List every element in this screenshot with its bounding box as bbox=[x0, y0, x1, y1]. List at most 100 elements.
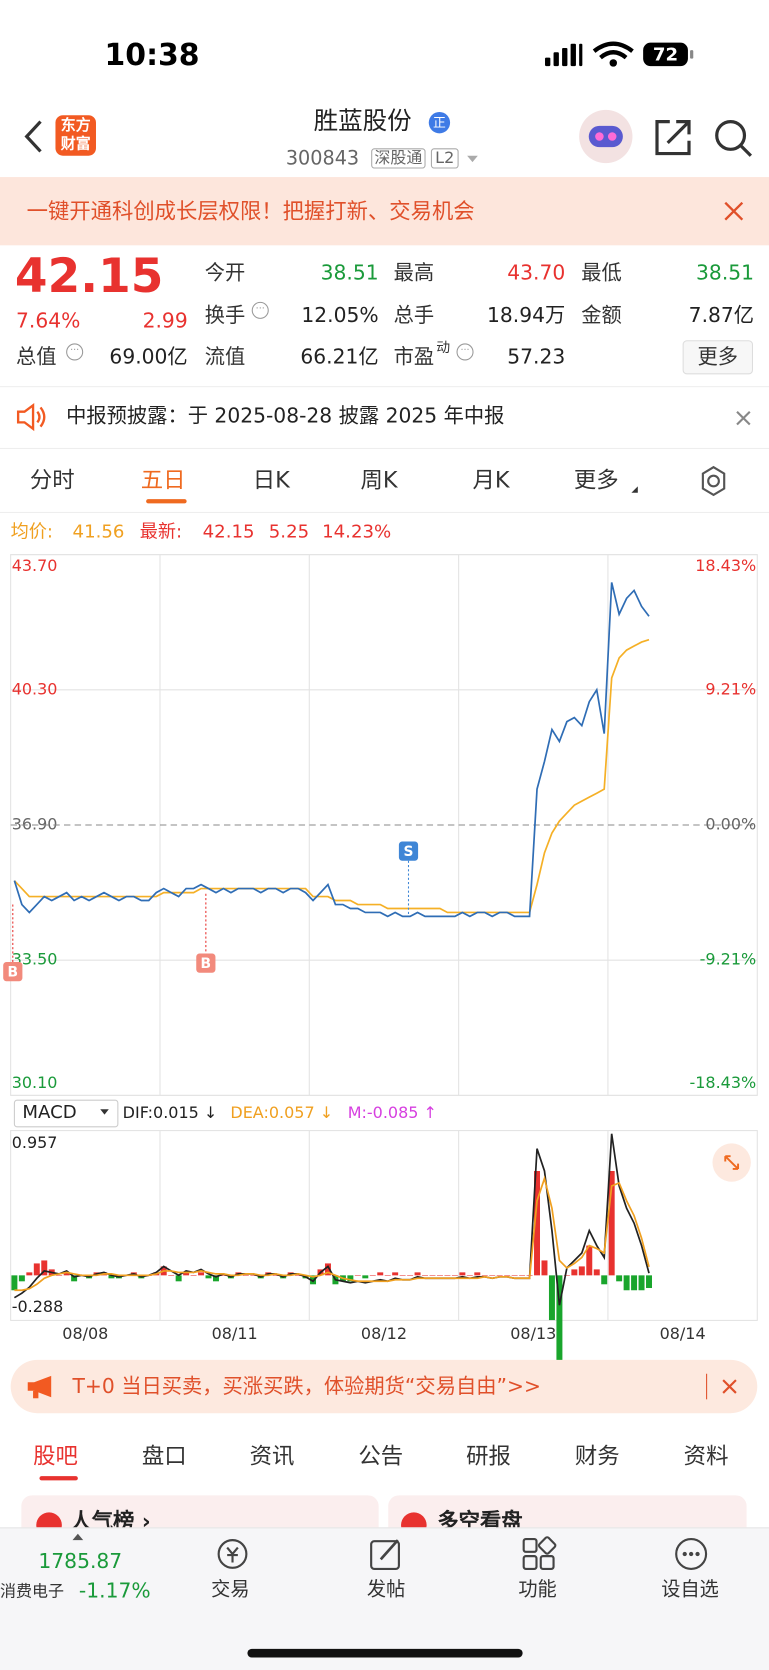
field-label: 最低 bbox=[581, 261, 622, 285]
macd-bar bbox=[324, 1263, 331, 1276]
tab[interactable]: 周K bbox=[360, 467, 398, 493]
ad-text[interactable]: T+0 当日买卖，买涨买跌，体验期货“交易自由”>> bbox=[72, 1374, 541, 1399]
close-icon[interactable] bbox=[723, 201, 744, 222]
field-label: 换手 bbox=[204, 303, 246, 328]
macd-bar bbox=[466, 1275, 473, 1276]
nav-label[interactable]: 设自选 bbox=[661, 1578, 719, 1601]
nav-label[interactable]: 功能 bbox=[518, 1578, 557, 1601]
macd-bar bbox=[623, 1275, 630, 1291]
field-label: 流值 bbox=[204, 345, 246, 370]
indicator-legend: DIF:0.015 ↓ bbox=[122, 1102, 218, 1123]
section-tab[interactable]: 研报 bbox=[466, 1443, 511, 1469]
more-button[interactable]: 更多 bbox=[682, 340, 753, 375]
dropdown-icon[interactable] bbox=[99, 1108, 110, 1117]
card-title[interactable]: 多空看盘 bbox=[437, 1508, 523, 1534]
marker-label: B bbox=[8, 965, 19, 981]
avatar[interactable] bbox=[578, 109, 633, 164]
dropdown-icon[interactable] bbox=[465, 154, 480, 165]
post-icon[interactable] bbox=[368, 1536, 404, 1572]
info-icon[interactable]: ··· bbox=[456, 343, 474, 361]
section-tab[interactable]: 资料 bbox=[683, 1443, 729, 1469]
notice-text[interactable]: 中报预披露：于 2025-08-28 披露 2025 年中报 bbox=[66, 404, 505, 428]
x-tick-label: 08/12 bbox=[361, 1324, 407, 1343]
macd-bar bbox=[384, 1275, 391, 1276]
section-tab[interactable]: 资讯 bbox=[249, 1443, 295, 1469]
watchlist-icon[interactable] bbox=[673, 1536, 709, 1572]
close-icon[interactable] bbox=[721, 1378, 738, 1395]
function-icon[interactable] bbox=[520, 1536, 557, 1572]
legend-value: 5.25 bbox=[268, 521, 310, 543]
divider bbox=[0, 386, 769, 388]
logo-text: 东方 bbox=[60, 117, 91, 135]
section-tab[interactable]: 盘口 bbox=[141, 1443, 187, 1469]
macd-bar bbox=[354, 1275, 361, 1276]
index-value[interactable]: 1785.87 bbox=[38, 1549, 123, 1574]
macd-bar bbox=[198, 1272, 205, 1276]
macd-bar bbox=[347, 1275, 354, 1282]
close-icon[interactable] bbox=[735, 410, 752, 427]
macd-bar bbox=[631, 1275, 638, 1291]
battery-level: 72 bbox=[653, 44, 678, 65]
field-value: 7.87亿 bbox=[688, 303, 755, 328]
field-label: 最高 bbox=[393, 261, 435, 285]
tag: 深股通 bbox=[371, 148, 426, 169]
field-label: 今开 bbox=[204, 261, 246, 285]
expand-icon[interactable] bbox=[724, 1155, 740, 1170]
macd-bar bbox=[272, 1275, 279, 1276]
trade-icon[interactable] bbox=[213, 1536, 251, 1572]
tab[interactable]: 日K bbox=[252, 467, 290, 493]
indicator-name[interactable]: MACD bbox=[22, 1101, 77, 1124]
macd-bar bbox=[33, 1263, 40, 1276]
macd-bar bbox=[399, 1275, 406, 1276]
y-tick-label: 43.70 bbox=[12, 556, 58, 575]
search-icon[interactable] bbox=[712, 117, 755, 160]
info-icon[interactable]: ··· bbox=[251, 301, 269, 319]
banner[interactable] bbox=[0, 177, 769, 246]
stock-code: 300843 bbox=[285, 147, 360, 170]
tab[interactable]: 月K bbox=[472, 467, 510, 493]
card-title[interactable]: 人气榜 › bbox=[70, 1508, 151, 1534]
x-tick-label: 08/11 bbox=[212, 1324, 258, 1343]
legend-value: 41.56 bbox=[72, 521, 125, 543]
macd-bar bbox=[63, 1272, 70, 1276]
section-tab-active[interactable]: 股吧 bbox=[33, 1443, 78, 1469]
index-name[interactable]: 消费电子 bbox=[0, 1581, 65, 1601]
macd-bar bbox=[168, 1275, 175, 1276]
section-tab[interactable]: 财务 bbox=[574, 1443, 620, 1469]
x-tick-label: 08/13 bbox=[510, 1324, 556, 1343]
section-tab[interactable]: 公告 bbox=[358, 1443, 404, 1469]
macd-bar bbox=[11, 1275, 18, 1291]
banner-text[interactable]: 一键开通科创成长层权限！把握打新、交易机会 bbox=[26, 198, 475, 224]
field-value: 57.23 bbox=[507, 345, 566, 370]
change: 2.99 bbox=[142, 309, 188, 333]
y-tick-label: 0.957 bbox=[12, 1133, 58, 1152]
macd-bar bbox=[183, 1272, 190, 1276]
macd-bar bbox=[646, 1275, 652, 1289]
info-icon[interactable]: ··· bbox=[66, 343, 84, 361]
share-icon[interactable] bbox=[653, 117, 694, 158]
price: 42.15 bbox=[14, 249, 164, 304]
badge: 正 bbox=[428, 111, 451, 134]
index-pct[interactable]: -1.17% bbox=[78, 1579, 151, 1604]
ad-banner[interactable] bbox=[10, 1359, 758, 1414]
tab[interactable]: 分时 bbox=[29, 467, 75, 493]
tab-arrow bbox=[631, 486, 638, 493]
tab-active[interactable]: 五日 bbox=[140, 467, 186, 493]
back-button[interactable] bbox=[21, 117, 47, 155]
indicator-select[interactable] bbox=[13, 1099, 119, 1128]
field-value: 43.70 bbox=[507, 261, 566, 285]
macd-bar bbox=[519, 1275, 526, 1276]
macd-bar bbox=[250, 1275, 257, 1276]
tab[interactable]: 更多 bbox=[573, 467, 619, 493]
marker-badge bbox=[3, 962, 23, 982]
nav-label[interactable]: 发帖 bbox=[366, 1578, 406, 1601]
nav-label[interactable]: 交易 bbox=[211, 1578, 250, 1601]
macd-bar bbox=[369, 1275, 376, 1276]
settings-icon[interactable] bbox=[698, 465, 730, 497]
marker-label: B bbox=[201, 956, 212, 972]
macd-bar bbox=[220, 1275, 227, 1276]
macd-bar bbox=[392, 1272, 399, 1276]
divider bbox=[706, 1373, 708, 1400]
macd-bar bbox=[534, 1171, 541, 1276]
